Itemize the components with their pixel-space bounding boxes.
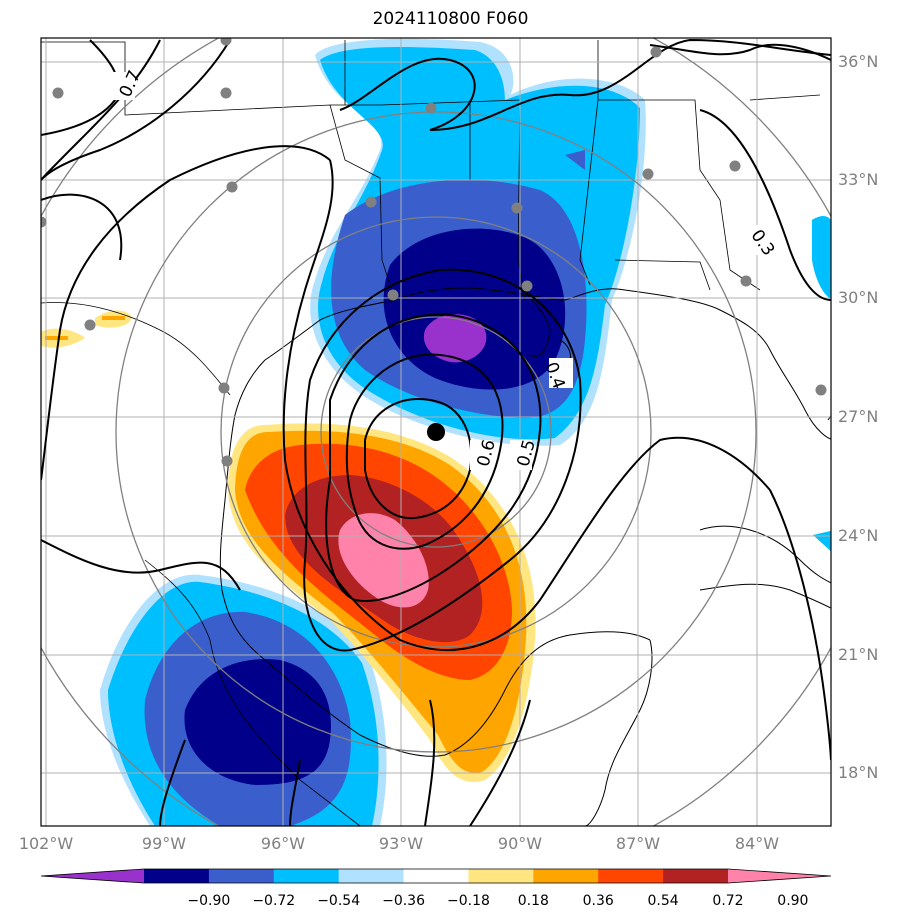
colorbar-extend-low — [41, 869, 144, 883]
shaded-field-north — [310, 38, 831, 552]
colorbar-swatch — [533, 869, 599, 883]
colorbar-swatch — [338, 869, 405, 883]
lon-label-84w: 84°W — [734, 834, 780, 853]
map-title: 2024110800 F060 — [372, 9, 529, 29]
map-frame — [40, 37, 832, 827]
lat-label-36n: 36°N — [838, 52, 879, 71]
colorbar-tick-label: 0.72 — [712, 893, 744, 909]
shaded-field-positive — [41, 310, 536, 782]
range-rings — [41, 38, 831, 826]
colorbar-tick-label: −0.54 — [317, 893, 361, 909]
shaded-field-southwest — [100, 574, 387, 826]
station-markers — [41, 38, 827, 467]
colorbar-swatch — [468, 869, 534, 883]
colorbar-tick-label: 0.90 — [777, 893, 809, 909]
contour-label-group: 0.7 0.3 0.6 0.5 0.4 — [113, 68, 780, 470]
colorbar-tick-label: −0.72 — [252, 893, 296, 909]
colorbar-tick-label: −0.36 — [382, 893, 425, 909]
lat-label-21n: 21°N — [838, 645, 879, 664]
lat-label-24n: 24°N — [838, 526, 879, 545]
storm-center-marker — [427, 423, 445, 441]
colorbar-tick-label: 0.36 — [582, 893, 614, 909]
lat-label-27n: 27°N — [838, 407, 879, 426]
contour-lines — [41, 38, 831, 826]
lat-label-30n: 30°N — [838, 288, 879, 307]
lat-label-33n: 33°N — [838, 170, 879, 189]
lon-label-90w: 90°W — [497, 834, 543, 853]
colorbar-outline — [40, 868, 832, 884]
colorbar-swatch — [208, 869, 275, 883]
coastlines — [219, 284, 831, 826]
colorbar-swatch — [598, 869, 664, 883]
colorbar-tick-label: 0.54 — [647, 893, 679, 909]
lon-label-87w: 87°W — [615, 834, 661, 853]
colorbar-swatch — [403, 869, 469, 883]
colorbar-tick-label: −0.90 — [187, 893, 231, 909]
colorbar-swatch — [273, 869, 340, 883]
colorbar-extend-high — [728, 869, 831, 883]
lon-label-96w: 96°W — [260, 834, 306, 853]
lon-label-102w: 102°W — [18, 834, 74, 853]
lon-label-99w: 99°W — [141, 834, 187, 853]
colorbar-swatch — [144, 869, 210, 883]
weather-map: 0.7 0.3 0.6 0.5 0.4 — [40, 37, 832, 827]
lon-label-93w: 93°W — [378, 834, 424, 853]
colorbar-tick-label: 0.18 — [517, 893, 549, 909]
colorbar-swatch — [663, 869, 729, 883]
lat-label-18n: 18°N — [838, 763, 879, 782]
colorbar-tick-label: −0.18 — [446, 893, 490, 909]
